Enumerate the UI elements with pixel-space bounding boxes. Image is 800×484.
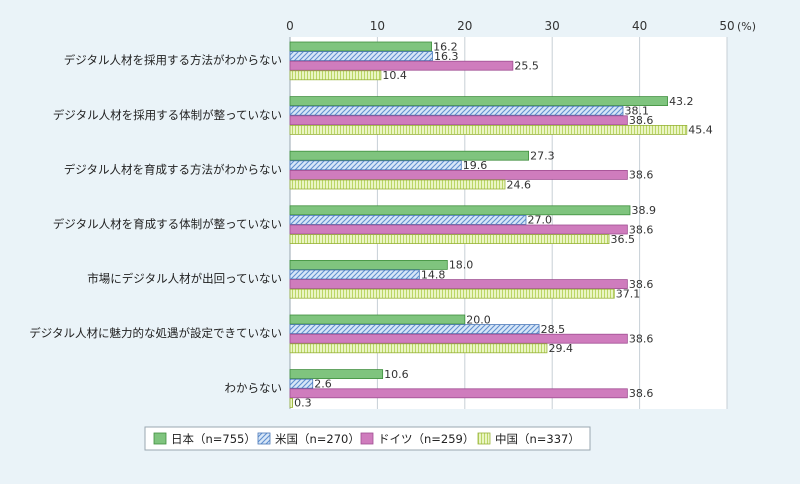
- bar: [289, 343, 548, 354]
- legend-swatch: [257, 432, 271, 445]
- bar: [289, 378, 314, 389]
- bar: [289, 169, 628, 180]
- legend-swatch: [360, 432, 374, 445]
- bar: [289, 214, 527, 225]
- data-label: 10.4: [382, 69, 407, 82]
- data-label: 19.6: [463, 159, 488, 172]
- bar: [289, 51, 433, 61]
- data-label: 43.2: [669, 95, 694, 108]
- legend: 日本（n=755） 米国（n=270） ドイツ（n=259） 中国（n=337）: [144, 426, 591, 451]
- x-unit-label: (%): [737, 20, 756, 33]
- x-tick-label: 10: [370, 19, 385, 33]
- category-label: デジタル人材に魅力的な処遇が設定できていない: [29, 326, 282, 340]
- bar: [289, 314, 466, 325]
- bar: [289, 369, 384, 380]
- data-label: 29.4: [548, 342, 573, 355]
- x-tick-label: 30: [545, 19, 560, 33]
- data-label: 0.3: [294, 397, 312, 410]
- bar: [289, 179, 506, 190]
- data-label: 38.6: [629, 114, 654, 127]
- bar: [289, 41, 432, 52]
- bar: [289, 333, 628, 344]
- data-label: 38.6: [629, 223, 654, 236]
- bar: [289, 259, 448, 270]
- bar: [289, 150, 530, 161]
- data-label: 27.3: [530, 150, 555, 163]
- data-label: 16.3: [434, 50, 459, 63]
- legend-swatch: [477, 432, 491, 445]
- data-label: 38.6: [629, 169, 654, 182]
- bar: [289, 234, 610, 245]
- data-label: 45.4: [688, 124, 713, 137]
- bar: [289, 205, 631, 216]
- data-label: 38.9: [631, 204, 656, 217]
- bar: [289, 388, 628, 399]
- data-label: 27.0: [527, 214, 552, 227]
- x-tick-label: 20: [457, 19, 472, 33]
- bar: [289, 269, 420, 280]
- category-labels: デジタル人材を採用する方法がわからないデジタル人材を採用する体制が整っていないデ…: [29, 53, 282, 395]
- data-label: 14.8: [421, 268, 446, 281]
- data-label: 36.5: [611, 233, 636, 246]
- data-label: 20.0: [466, 313, 491, 326]
- bar: [289, 115, 628, 126]
- data-label: 38.6: [629, 278, 654, 291]
- x-tick-label: 40: [632, 19, 647, 33]
- legend-label: 中国（n=337）: [495, 432, 580, 446]
- bar: [289, 224, 628, 235]
- data-label: 25.5: [514, 60, 539, 73]
- x-tick-label: 0: [286, 19, 294, 33]
- bar: [289, 60, 514, 71]
- category-label: 市場にデジタル人材が出回っていない: [87, 272, 282, 286]
- bar: [289, 160, 462, 171]
- legend-label: 日本（n=755）: [171, 432, 256, 446]
- x-tick-label: 50: [719, 19, 734, 33]
- bar: [289, 96, 668, 106]
- bar: [289, 70, 382, 81]
- bar: [289, 125, 688, 135]
- category-label: デジタル人材を採用する方法がわからない: [64, 53, 282, 67]
- data-label: 38.6: [629, 387, 654, 400]
- data-label: 24.6: [507, 178, 532, 191]
- legend-label: 米国（n=270）: [275, 432, 360, 446]
- data-label: 28.5: [541, 323, 566, 336]
- data-label: 16.2: [433, 40, 458, 53]
- bar: [289, 397, 294, 408]
- category-label: わからない: [225, 381, 283, 395]
- bar: [289, 105, 624, 116]
- category-label: デジタル人材を育成する体制が整っていない: [53, 217, 282, 231]
- bars: 16.216.325.510.443.238.138.645.427.319.6…: [289, 40, 713, 410]
- x-axis: 0 10 20 30 40 50 (%): [286, 19, 756, 33]
- category-label: デジタル人材を育成する方法がわからない: [64, 162, 282, 176]
- data-label: 2.6: [314, 378, 332, 391]
- data-label: 37.1: [616, 288, 641, 301]
- data-label: 38.6: [629, 333, 654, 346]
- data-label: 10.6: [384, 368, 409, 381]
- category-label: デジタル人材を採用する体制が整っていない: [53, 108, 282, 122]
- legend-swatch: [153, 432, 167, 445]
- bar: [289, 288, 615, 299]
- bar: [289, 279, 628, 290]
- bar: [289, 324, 540, 335]
- legend-label: ドイツ（n=259）: [378, 432, 474, 446]
- data-label: 18.0: [449, 259, 474, 272]
- data-label: 38.1: [624, 105, 649, 118]
